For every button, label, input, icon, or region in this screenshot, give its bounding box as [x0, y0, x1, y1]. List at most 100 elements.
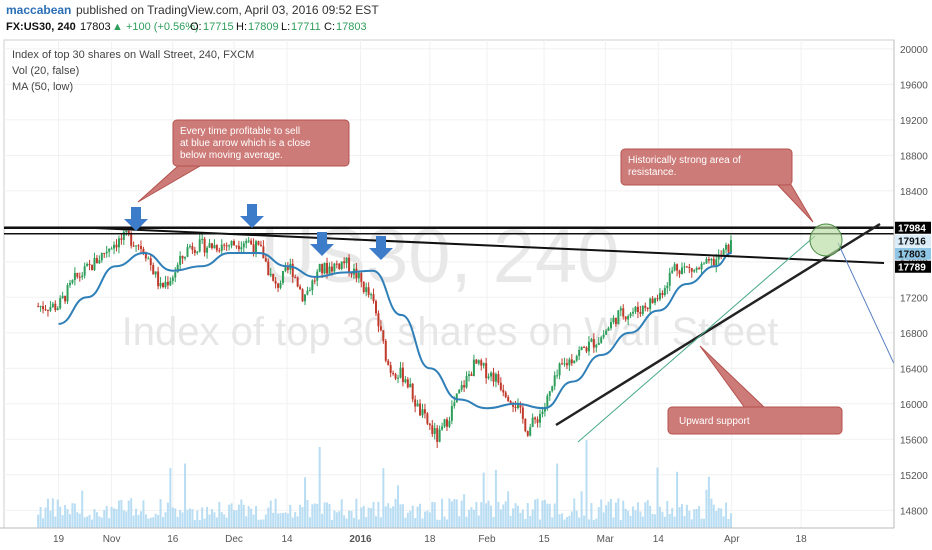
candle-body — [108, 248, 111, 252]
volume-bar — [394, 498, 397, 528]
projection-line[interactable] — [837, 242, 897, 369]
candle-body — [242, 243, 245, 248]
volume-bar — [259, 519, 262, 528]
candle-body — [384, 340, 387, 361]
volume-bar — [636, 502, 639, 528]
volume-bar — [54, 516, 57, 528]
candle-body — [529, 427, 532, 436]
candle-body — [350, 272, 353, 275]
volume-bar — [213, 512, 216, 528]
candle-body — [218, 250, 221, 252]
candle-body — [313, 280, 316, 282]
channel-line[interactable] — [577, 235, 816, 443]
moving-average-line[interactable] — [58, 251, 732, 410]
candle-body — [184, 256, 187, 259]
volume-bar — [668, 513, 671, 528]
volume-bar — [208, 514, 211, 528]
candle-body — [563, 363, 566, 365]
candle-body — [54, 303, 57, 310]
candle-body — [235, 245, 238, 247]
candle-body — [494, 374, 497, 382]
volume-bar — [198, 519, 201, 528]
candle-body — [186, 247, 189, 257]
volume-bar — [443, 516, 446, 528]
volume-bar — [220, 512, 223, 528]
candle-body — [622, 308, 625, 317]
sell-callout[interactable] — [172, 119, 350, 167]
resistance-zone-circle[interactable] — [809, 223, 843, 257]
candle-body — [281, 270, 284, 283]
candle-body — [585, 347, 588, 352]
candle-body — [330, 266, 333, 272]
candle-body — [73, 272, 76, 281]
volume-bar — [105, 505, 108, 528]
candle-body — [286, 267, 289, 270]
candle-body — [321, 263, 324, 274]
volume-bar — [460, 500, 463, 528]
volume-bar — [81, 490, 84, 528]
candle-body — [135, 245, 138, 247]
candle-body — [458, 389, 461, 394]
volume-bar — [228, 504, 231, 528]
candle-body — [482, 363, 485, 366]
resistance-callout[interactable] — [620, 148, 793, 186]
volume-bar — [262, 519, 265, 528]
candle-body — [162, 282, 165, 288]
volume-bar — [529, 516, 532, 528]
low-label: L: — [281, 21, 290, 33]
support-callout[interactable] — [667, 406, 843, 435]
volume-bar — [289, 504, 292, 528]
volume-bar — [291, 517, 294, 528]
descending-trendline[interactable] — [94, 227, 885, 264]
candle-body — [580, 346, 583, 350]
volume-bar — [365, 517, 368, 528]
volume-bar — [352, 517, 355, 528]
volume-bar — [252, 514, 255, 528]
candle-body — [426, 413, 429, 424]
volume-bar — [318, 446, 321, 528]
volume-bar — [355, 498, 358, 528]
upward-support-line[interactable] — [555, 222, 881, 427]
candle-body — [627, 315, 630, 320]
volume-bar — [299, 504, 302, 528]
candle-body — [543, 406, 546, 412]
candle-body — [401, 367, 404, 383]
volume-bar — [115, 509, 118, 528]
volume-bar — [509, 515, 512, 528]
volume-bar — [279, 513, 282, 528]
price-tag — [895, 234, 931, 247]
candle-body — [607, 328, 610, 331]
volume-bar — [338, 511, 341, 528]
volume-bar — [103, 510, 106, 528]
candle-body — [348, 257, 351, 273]
candle-body — [710, 258, 713, 261]
x-tick-label: Nov — [103, 534, 121, 545]
volume-bar — [59, 506, 62, 528]
volume-bar — [565, 517, 568, 528]
x-axis[interactable]: 19 Nov 16 Dec 14 2016 18 Feb 15 Mar 14 Apr 18 — [53, 534, 807, 545]
candle-body — [157, 271, 160, 287]
volume-bar — [98, 516, 101, 528]
moving-average — [58, 251, 732, 410]
x-tick-label: Dec — [225, 534, 243, 545]
volume-bar — [602, 512, 605, 528]
volume-bar — [490, 505, 493, 528]
candle-body — [208, 243, 211, 248]
volume-bar — [494, 469, 497, 528]
volume-bar — [264, 514, 267, 528]
candle-body — [382, 330, 385, 341]
volume-bar — [568, 515, 571, 528]
candle-body — [661, 292, 664, 296]
open-value: 17715 — [203, 21, 234, 33]
volume-bar — [627, 510, 630, 528]
author-name[interactable]: maccabean — [6, 3, 71, 17]
volume-bar — [308, 517, 311, 528]
candle-body — [279, 282, 282, 288]
candle-body — [374, 301, 377, 314]
volume-bar — [609, 498, 612, 528]
volume-bar — [311, 504, 314, 528]
volume-bar — [580, 491, 583, 528]
candle-body — [639, 312, 642, 314]
